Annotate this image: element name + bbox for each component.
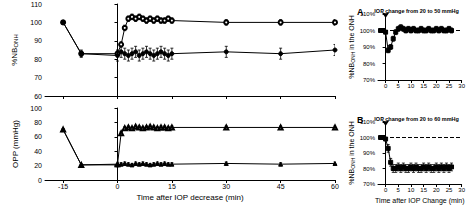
svg-text:0: 0 [384,83,388,89]
svg-text:in the ONH: in the ONH [348,121,355,158]
svg-text:OPP (mmHg): OPP (mmHg) [11,120,20,168]
svg-text:ONH: ONH [350,51,356,63]
svg-text:in the ONH: in the ONH [348,15,355,52]
svg-text:-15: -15 [58,183,68,190]
svg-text:90: 90 [34,37,42,44]
svg-text:110: 110 [31,1,42,8]
svg-text:100: 100 [30,105,42,112]
svg-text:ONH: ONH [350,157,356,169]
svg-text:20: 20 [34,162,42,169]
svg-text:110%: 110% [360,119,375,125]
svg-text:Time after IOP decrease (min): Time after IOP decrease (min) [136,193,243,202]
svg-text:10: 10 [408,187,415,193]
svg-text:0: 0 [38,177,42,184]
svg-text:5: 5 [397,187,401,193]
svg-text:IOP change from 20 to 60 mmHg: IOP change from 20 to 60 mmHg [374,116,459,122]
svg-text:90%: 90% [363,150,376,156]
svg-text:5: 5 [397,83,401,89]
svg-text:25: 25 [446,83,453,89]
svg-text:70%: 70% [363,77,376,83]
svg-text:15: 15 [420,83,427,89]
svg-text:80%: 80% [363,61,376,67]
svg-text:80: 80 [34,56,42,63]
svg-text:60: 60 [34,133,42,140]
svg-text:100: 100 [30,19,42,26]
svg-text:0: 0 [116,183,120,190]
svg-text:Time after IOP Change (min): Time after IOP Change (min) [375,197,464,205]
svg-text:30: 30 [458,187,465,193]
svg-text:70: 70 [34,74,42,81]
svg-text:%NB: %NB [348,169,355,185]
svg-text:70%: 70% [363,181,376,187]
svg-text:60: 60 [34,93,42,100]
svg-text:ONH: ONH [13,34,19,47]
svg-text:30: 30 [222,183,230,190]
svg-text:45: 45 [277,183,285,190]
svg-text:0: 0 [384,187,388,193]
svg-text:A: A [357,7,364,17]
svg-text:30: 30 [458,83,465,89]
svg-text:110%: 110% [360,11,375,17]
svg-text:15: 15 [420,187,427,193]
svg-text:80: 80 [34,119,42,126]
svg-text:100%: 100% [360,28,376,34]
svg-text:B: B [357,115,364,125]
svg-text:20: 20 [433,83,440,89]
svg-text:20: 20 [433,187,440,193]
svg-text:15: 15 [168,183,176,190]
svg-text:%NB: %NB [348,63,355,79]
svg-text:60: 60 [331,183,339,190]
svg-text:100%: 100% [360,135,376,141]
svg-text:40: 40 [34,148,42,155]
svg-text:80%: 80% [363,166,376,172]
svg-text:IOP change from 20 to 50 mmHg: IOP change from 20 to 50 mmHg [374,8,459,14]
svg-text:25: 25 [446,187,453,193]
svg-text:90%: 90% [363,44,376,50]
svg-text:%NB: %NB [10,48,19,66]
svg-text:10: 10 [408,83,415,89]
